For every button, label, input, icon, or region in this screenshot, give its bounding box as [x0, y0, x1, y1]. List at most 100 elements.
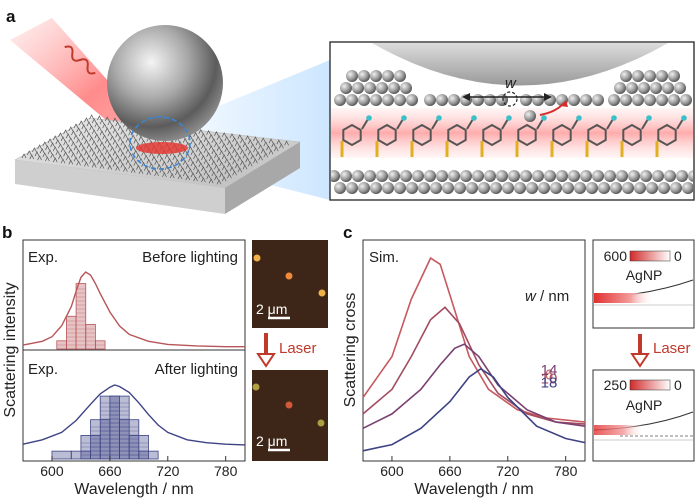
- monolayer-molecule: [146, 170, 152, 175]
- gold-atom: [592, 94, 604, 106]
- histogram-bar: [85, 324, 96, 350]
- condition-label-bottom: After lighting: [155, 361, 238, 378]
- monolayer-molecule: [195, 135, 201, 141]
- sim-series-10: [362, 306, 586, 425]
- monolayer-molecule: [123, 155, 128, 161]
- monolayer-molecule: [73, 156, 79, 162]
- monolayer-molecule: [232, 148, 237, 154]
- monolayer-molecule: [60, 158, 66, 164]
- monolayer-molecule: [97, 137, 102, 143]
- monolayer-molecule: [224, 158, 230, 164]
- panel-b-ylabel: Scattering intensity: [2, 282, 19, 417]
- monolayer-molecule: [63, 140, 68, 146]
- monolayer-molecule: [42, 141, 48, 147]
- legend-title: w / nm: [525, 288, 569, 305]
- substrate-atom: [448, 170, 460, 182]
- monolayer-molecule: [151, 155, 157, 161]
- substrate-atom: [334, 182, 346, 194]
- scale-label-top: 2 μm: [256, 301, 287, 317]
- benzene-ring: [552, 123, 572, 147]
- monolayer-molecule: [172, 155, 178, 160]
- gold-atom: [668, 94, 680, 106]
- monolayer-molecule: [234, 163, 240, 169]
- substrate-atom: [616, 170, 628, 182]
- monolayer-molecule: [237, 145, 243, 151]
- monolayer-molecule: [47, 149, 53, 155]
- monolayer-molecule: [123, 133, 128, 139]
- monolayer-molecule: [232, 170, 237, 176]
- monolayer-molecule: [198, 128, 204, 134]
- monolayer-molecule: [247, 150, 253, 156]
- monolayer-molecule: [50, 142, 55, 148]
- monolayer-molecule: [188, 157, 193, 163]
- monolayer-molecule: [206, 141, 211, 147]
- gold-atom: [632, 94, 644, 106]
- monolayer-molecule: [208, 167, 214, 173]
- scale-label-bottom: 2 μm: [256, 433, 287, 449]
- monolayer-molecule: [242, 142, 248, 148]
- nitrogen-atom: [471, 115, 477, 121]
- darkfield-images: 2 μm Laser 2 μm: [252, 240, 328, 461]
- monolayer-molecule: [221, 154, 227, 160]
- colorbar-bottom-max: 250: [604, 377, 628, 393]
- monolayer-molecule: [110, 135, 115, 141]
- monolayer-molecule: [195, 147, 201, 153]
- monolayer-molecule: [154, 171, 159, 177]
- monolayer-molecule: [149, 162, 154, 168]
- monolayer-molecule: [112, 139, 118, 145]
- monolayer-molecule: [68, 159, 74, 165]
- gold-atom: [382, 94, 394, 106]
- monolayer-molecule: [112, 161, 118, 167]
- sim-label: Sim.: [369, 249, 399, 266]
- monolayer-molecule: [104, 160, 110, 166]
- monolayer-molecule: [195, 169, 201, 175]
- monolayer-molecule: [175, 159, 180, 165]
- monolayer-molecule: [214, 164, 219, 170]
- panel-b-x-ticks: 600 660 720 780: [40, 456, 238, 479]
- monolayer-molecule: [78, 131, 84, 137]
- colorbar-top-max: 600: [604, 248, 628, 264]
- linker-bond: [396, 118, 404, 130]
- top-atoms: [334, 70, 692, 106]
- x-tick-label: 780: [554, 463, 578, 479]
- monolayer-molecule: [232, 137, 237, 143]
- panel-c-frame: [362, 239, 586, 462]
- monolayer-molecule: [245, 146, 250, 152]
- monolayer-molecule: [221, 132, 227, 138]
- monolayer-molecule: [247, 139, 253, 145]
- gold-atom: [448, 94, 460, 106]
- monolayer-molecule: [73, 134, 79, 140]
- monolayer-molecule: [180, 167, 185, 173]
- monolayer-molecule: [219, 161, 224, 167]
- monolayer-molecule: [214, 131, 219, 136]
- monolayer-molecule: [159, 156, 165, 162]
- substrate-front: [15, 160, 225, 214]
- monolayer-molecule: [68, 137, 74, 143]
- monolayer-molecule: [120, 151, 126, 157]
- nitrogen-atom: [681, 115, 687, 121]
- benzene-ring: [622, 123, 642, 147]
- monolayer-molecule: [195, 158, 201, 164]
- monolayer-molecule: [78, 142, 84, 148]
- monolayer-molecule: [164, 153, 170, 159]
- laser-arrow-b: [256, 353, 276, 368]
- series-label-6: 6: [545, 366, 553, 383]
- monolayer-molecule: [99, 163, 105, 169]
- substrate-atom: [550, 182, 562, 194]
- gold-atom: [334, 94, 346, 106]
- substrate-atom: [634, 182, 646, 194]
- x-tick-label: 600: [40, 463, 64, 479]
- gold-atom: [532, 94, 544, 106]
- substrate-atom: [520, 170, 532, 182]
- monolayer-molecule: [250, 154, 256, 160]
- histogram-before: [56, 283, 106, 350]
- monolayer-molecule: [84, 139, 89, 145]
- gold-atom: [632, 70, 644, 82]
- monolayer-molecule: [255, 140, 261, 146]
- monolayer-molecule: [146, 158, 152, 164]
- monolayer-molecule: [198, 162, 204, 168]
- monolayer-molecule: [188, 168, 193, 174]
- benzene-ring: [412, 123, 432, 147]
- substrate-atom: [454, 182, 466, 194]
- monolayer-molecule: [68, 148, 74, 154]
